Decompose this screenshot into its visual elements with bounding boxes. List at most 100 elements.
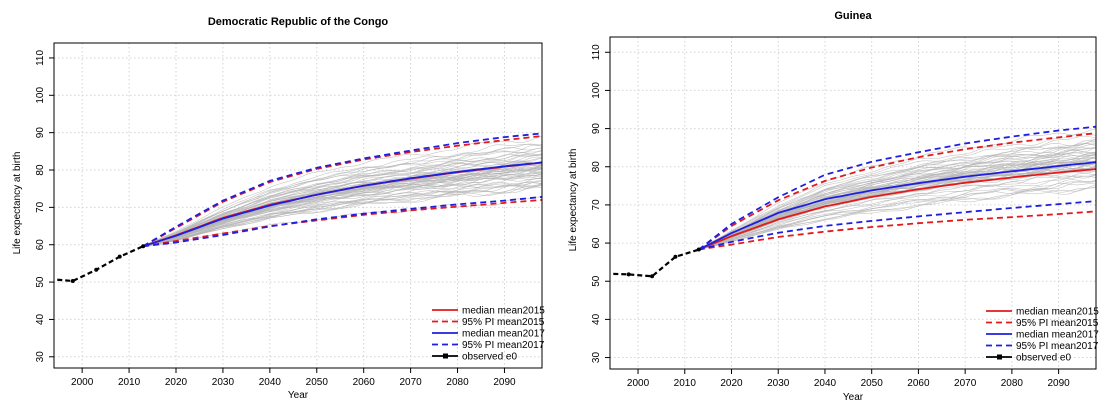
legend-label: 95% PI mean2015 (462, 317, 545, 328)
y-tick-label: 40 (35, 313, 46, 325)
trajectory-line (698, 186, 1096, 251)
pi-series-line (698, 200, 1096, 251)
x-tick-label: 2070 (954, 378, 977, 389)
legend-label: observed e0 (1016, 353, 1071, 364)
trajectory-line (143, 151, 542, 247)
y-tick-label: 80 (35, 164, 46, 176)
trajectory-line (698, 187, 1096, 251)
trajectory-line (698, 156, 1096, 250)
pi-series-line (142, 135, 542, 247)
x-tick-label: 2010 (674, 378, 697, 389)
legend-label: 95% PI mean2017 (1016, 341, 1099, 352)
legend-label: median mean2015 (462, 306, 545, 317)
x-tick-label: 2000 (71, 377, 94, 388)
median-series-line (698, 168, 1096, 251)
chart-title: Guinea (834, 10, 872, 22)
y-tick-label: 70 (591, 199, 602, 211)
x-tick-label: 2030 (767, 378, 790, 389)
trajectory-line (143, 165, 542, 247)
trajectory-line (143, 185, 542, 247)
x-tick-label: 2020 (720, 378, 743, 389)
y-tick-label: 60 (35, 239, 46, 251)
y-axis-label: Life expectancy at birth (12, 152, 23, 255)
y-tick-label: 70 (35, 201, 46, 213)
plot-area (54, 132, 542, 283)
observed-e0-point (603, 272, 607, 276)
observed-e0-point (141, 244, 146, 249)
trajectory-line (143, 150, 542, 247)
trajectory-line (698, 139, 1096, 250)
chart-guinea: Guinea Year Life expectancy at birth 200… (568, 10, 1099, 403)
y-tick-label: 100 (591, 82, 602, 99)
legend-point (443, 353, 448, 359)
trajectory-line (143, 181, 542, 247)
x-tick-label: 2050 (306, 377, 329, 388)
legend-label: 95% PI mean2015 (1016, 318, 1099, 329)
observed-e0-point (94, 267, 99, 272)
trajectory-line (698, 152, 1096, 250)
x-tick-label: 2080 (1001, 378, 1024, 389)
x-tick-label: 2060 (907, 378, 930, 389)
trajectory-line (143, 181, 542, 247)
observed-e0-point (117, 254, 122, 259)
observed-e0-point (650, 274, 655, 279)
trajectory-line (698, 157, 1096, 250)
x-tick-label: 2090 (493, 377, 516, 388)
trajectory-line (698, 143, 1096, 250)
median-series-line (142, 161, 542, 248)
trajectory-line (698, 173, 1096, 250)
pi-series-line (143, 196, 542, 248)
y-tick-label: 30 (35, 351, 46, 363)
y-tick-label: 40 (591, 313, 602, 325)
x-tick-label: 2040 (814, 378, 837, 389)
plot-area (603, 125, 1096, 279)
trajectory-line (143, 143, 542, 247)
plot-frame (53, 42, 543, 369)
pi-series-line (698, 125, 1096, 251)
pi-series-line (142, 132, 542, 247)
trajectory-line (143, 166, 542, 247)
y-tick-label: 60 (591, 237, 602, 249)
x-tick-label: 2020 (165, 377, 188, 388)
observed-e0-point (673, 254, 678, 259)
legend-label: median mean2017 (1016, 330, 1099, 341)
x-tick-label: 2090 (1047, 378, 1070, 389)
trajectory-line (698, 179, 1096, 251)
trajectory-line (143, 154, 542, 247)
pi-series-line (698, 210, 1096, 251)
trajectory-line (698, 128, 1096, 250)
plot-frame (609, 36, 1097, 370)
legend-label: 95% PI mean2017 (462, 340, 545, 351)
pi-series-line (698, 132, 1096, 251)
y-tick-label: 90 (591, 123, 602, 135)
legend-label: median mean2015 (1016, 307, 1099, 318)
legend-label: observed e0 (462, 352, 517, 363)
y-tick-label: 90 (35, 127, 46, 139)
y-tick-label: 50 (35, 276, 46, 288)
trajectory-line (698, 135, 1096, 250)
x-tick-label: 2040 (259, 377, 282, 388)
x-axis-label: Year (288, 390, 309, 401)
trajectory-line (143, 156, 542, 247)
x-tick-label: 2000 (627, 378, 650, 389)
x-tick-label: 2080 (446, 377, 469, 388)
y-tick-label: 110 (35, 50, 46, 66)
y-axis-label: Life expectancy at birth (568, 149, 579, 252)
x-tick-label: 2070 (399, 377, 422, 388)
trajectory-line (698, 175, 1096, 250)
trajectory-line (698, 182, 1096, 251)
x-axis-label: Year (843, 392, 864, 403)
observed-e0-point (626, 272, 631, 277)
y-tick-label: 100 (35, 87, 46, 104)
legend-label: median mean2017 (462, 329, 545, 340)
x-tick-label: 2060 (353, 377, 376, 388)
trajectory-line (143, 157, 542, 247)
trajectory-line (698, 132, 1096, 250)
y-tick-label: 110 (591, 44, 602, 60)
chart-title: Democratic Republic of the Congo (208, 16, 389, 28)
trajectory-line (698, 174, 1096, 250)
x-tick-label: 2050 (861, 378, 884, 389)
legend-point (997, 354, 1002, 360)
x-tick-label: 2010 (118, 377, 141, 388)
